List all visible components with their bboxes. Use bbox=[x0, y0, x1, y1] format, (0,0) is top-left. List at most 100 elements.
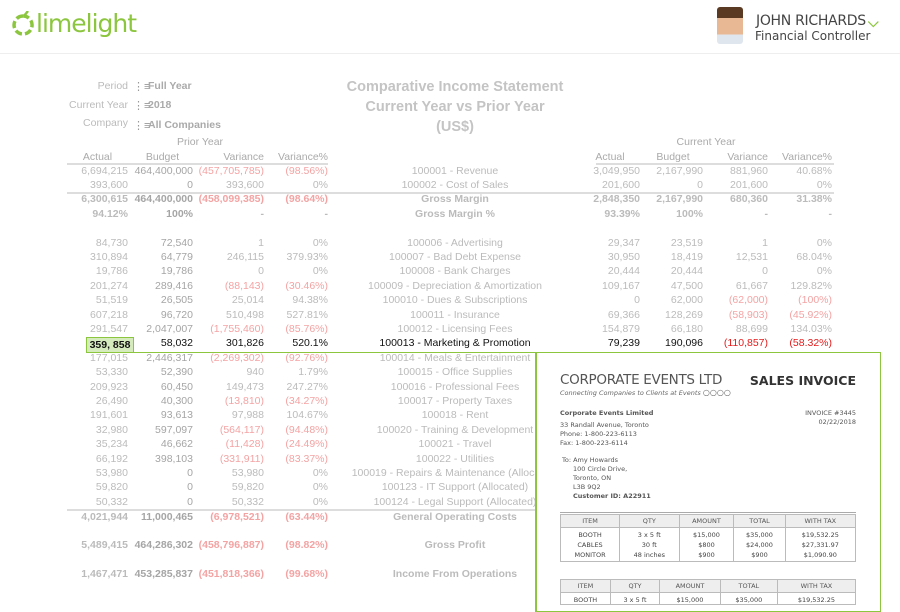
prior-cell[interactable]: 53,980 bbox=[95, 467, 128, 479]
table-row[interactable]: 50,332 0 50,332 0% 100124 - Legal Support (A… bbox=[0, 496, 900, 510]
prior-cell[interactable]: (331,911) bbox=[219, 452, 264, 465]
prior-cell[interactable]: 50,332 bbox=[231, 495, 264, 508]
current-cell[interactable]: (110,857) bbox=[723, 337, 768, 350]
prior-cell[interactable]: 94.38% bbox=[292, 294, 328, 307]
table-row[interactable]: 1,467,471 453,285,837 (451,818,366) (99.68%… bbox=[0, 568, 900, 582]
prior-cell[interactable]: 0% bbox=[312, 265, 328, 278]
current-cell[interactable]: 0% bbox=[816, 265, 832, 278]
prior-cell[interactable]: 104.67% bbox=[286, 409, 328, 422]
prior-cell[interactable]: 379.93% bbox=[286, 251, 328, 263]
prior-cell[interactable]: (457,705,785) bbox=[198, 164, 264, 177]
current-cell[interactable]: 3,049,950 bbox=[593, 164, 640, 177]
table-row[interactable]: 32,980 597,097 (564,117) (94.48%) 100020 - T… bbox=[0, 424, 900, 438]
prior-cell[interactable]: (451,818,366) bbox=[198, 567, 264, 580]
prior-cell[interactable]: 26,505 bbox=[160, 294, 193, 307]
current-cell[interactable]: (45.92%) bbox=[789, 308, 832, 321]
prior-cell[interactable]: - bbox=[260, 207, 265, 220]
prior-cell[interactable]: 0% bbox=[312, 467, 328, 479]
current-cell[interactable]: 31.38% bbox=[796, 193, 832, 206]
prior-cell[interactable]: 97,988 bbox=[231, 409, 264, 422]
table-row[interactable]: 66,192 398,103 (331,911) (83.37%) 100022 - U… bbox=[0, 453, 900, 467]
current-cell[interactable]: 79,239 bbox=[607, 337, 640, 350]
current-cell[interactable]: 23,519 bbox=[670, 236, 703, 249]
prior-cell[interactable]: 6,300,615 bbox=[81, 193, 128, 206]
table-row[interactable]: 393,600 0 393,600 0% 100002 - Cost of Sales 2… bbox=[0, 179, 900, 193]
table-row[interactable]: 6,694,215 464,400,000 (457,705,785) (98.56%… bbox=[0, 165, 900, 179]
prior-cell[interactable]: 0 bbox=[187, 481, 193, 494]
prior-cell[interactable]: 393,600 bbox=[90, 178, 128, 191]
prior-cell[interactable]: (13,810) bbox=[224, 395, 264, 407]
current-cell[interactable]: 93.39% bbox=[604, 207, 640, 220]
prior-cell[interactable]: 191,601 bbox=[90, 409, 128, 422]
prior-cell[interactable]: (24.49%) bbox=[285, 438, 328, 451]
prior-cell[interactable]: 50,332 bbox=[95, 495, 128, 508]
current-cell[interactable]: (58,903) bbox=[728, 308, 768, 321]
prior-cell[interactable]: 53,330 bbox=[95, 366, 128, 379]
prior-cell[interactable]: (94.48%) bbox=[285, 423, 328, 436]
current-cell[interactable]: (58.32%) bbox=[789, 337, 832, 350]
current-cell[interactable]: 20,444 bbox=[607, 265, 640, 278]
prior-cell[interactable]: 25,014 bbox=[231, 294, 264, 307]
current-cell[interactable]: 0% bbox=[816, 236, 832, 249]
current-cell[interactable]: 20,444 bbox=[670, 265, 703, 278]
user-name[interactable]: JOHN RICHARDS bbox=[756, 13, 866, 29]
prior-cell[interactable]: 0 bbox=[187, 178, 193, 191]
list-icon[interactable]: ⋮≡ bbox=[133, 120, 151, 132]
table-row[interactable]: 310,894 64,779 246,115 379.93% 100007 - Bad … bbox=[0, 251, 900, 265]
period-select[interactable]: Full Year bbox=[148, 80, 192, 92]
prior-cell[interactable]: 100% bbox=[166, 207, 193, 220]
prior-cell[interactable]: (98.82%) bbox=[285, 539, 328, 552]
current-cell[interactable]: 30,950 bbox=[607, 251, 640, 263]
prior-cell[interactable]: (98.64%) bbox=[285, 193, 328, 206]
current-cell[interactable]: 154,879 bbox=[602, 323, 640, 335]
prior-cell[interactable]: 46,662 bbox=[160, 438, 193, 451]
prior-cell[interactable]: 464,400,000 bbox=[134, 164, 193, 177]
prior-cell[interactable]: 0% bbox=[312, 236, 328, 249]
prior-cell[interactable]: (63.44%) bbox=[285, 510, 328, 523]
prior-cell[interactable]: 19,786 bbox=[160, 265, 193, 278]
prior-cell[interactable]: (564,117) bbox=[219, 423, 264, 436]
prior-cell[interactable]: (34.27%) bbox=[285, 395, 328, 407]
prior-cell[interactable]: 510,498 bbox=[226, 308, 264, 321]
prior-cell[interactable]: 4,021,944 bbox=[81, 510, 128, 523]
chevron-down-icon[interactable]: ⌵ bbox=[868, 14, 879, 30]
current-cell[interactable]: - bbox=[764, 207, 769, 220]
prior-cell[interactable]: 94.12% bbox=[92, 207, 128, 220]
current-cell[interactable]: 881,960 bbox=[730, 164, 768, 177]
prior-cell[interactable]: 19,786 bbox=[95, 265, 128, 278]
table-row[interactable]: 5,489,415 464,286,302 (458,796,887) (98.82%… bbox=[0, 539, 900, 553]
table-row[interactable]: 94.12% 100% - - Gross Margin % 93.39% 100% - - bbox=[0, 208, 900, 222]
table-row[interactable]: 26,490 40,300 (13,810) (34.27%) 100017 - Pro… bbox=[0, 395, 900, 409]
table-row[interactable]: 191,601 93,613 97,988 104.67% 100018 - Rent bbox=[0, 409, 900, 423]
current-cell[interactable]: 190,096 bbox=[665, 337, 703, 350]
current-cell[interactable]: 128,269 bbox=[665, 308, 703, 321]
table-row[interactable]: 209,923 60,450 149,473 247.27% 100016 - Prof… bbox=[0, 381, 900, 395]
prior-cell[interactable]: 1,467,471 bbox=[81, 567, 128, 580]
current-cell[interactable]: 61,667 bbox=[735, 279, 768, 292]
current-cell[interactable]: 2,167,990 bbox=[656, 193, 703, 206]
prior-cell[interactable]: 26,490 bbox=[95, 395, 128, 407]
prior-cell[interactable]: (11,428) bbox=[225, 438, 264, 451]
prior-cell[interactable]: 291,547 bbox=[90, 323, 128, 335]
current-cell[interactable]: 0 bbox=[697, 178, 703, 191]
current-cell[interactable]: 62,000 bbox=[670, 294, 703, 307]
table-row[interactable]: 84,730 72,540 1 0% 100006 - Advertising 29,34… bbox=[0, 237, 900, 251]
current-cell[interactable]: 129.82% bbox=[790, 279, 832, 292]
prior-cell[interactable]: 393,600 bbox=[226, 178, 264, 191]
prior-cell[interactable]: (30.46%) bbox=[285, 279, 328, 292]
table-row[interactable]: 359, 858 58,032 301,826 520.1% 100013 - Mark… bbox=[0, 337, 900, 351]
prior-cell[interactable]: 520.1% bbox=[292, 337, 328, 350]
table-row[interactable]: 19,786 19,786 0 0% 100008 - Bank Charges 20,4… bbox=[0, 265, 900, 279]
prior-cell[interactable]: 310,894 bbox=[90, 251, 128, 263]
current-cell[interactable]: 40.68% bbox=[796, 164, 832, 177]
prior-cell[interactable]: (99.68%) bbox=[285, 567, 328, 580]
table-row[interactable]: 51,519 26,505 25,014 94.38% 100010 - Dues & … bbox=[0, 294, 900, 308]
current-cell[interactable]: 680,360 bbox=[730, 193, 768, 206]
current-cell[interactable]: 68.04% bbox=[796, 251, 832, 263]
current-cell[interactable]: 134.03% bbox=[790, 323, 832, 335]
current-cell[interactable]: 88,699 bbox=[735, 323, 768, 335]
prior-cell[interactable]: 40,300 bbox=[160, 395, 193, 407]
table-row[interactable]: 53,330 52,390 940 1.79% 100015 - Office Supp… bbox=[0, 366, 900, 380]
prior-cell[interactable]: 149,473 bbox=[226, 380, 264, 393]
prior-cell[interactable]: 51,519 bbox=[95, 294, 128, 307]
